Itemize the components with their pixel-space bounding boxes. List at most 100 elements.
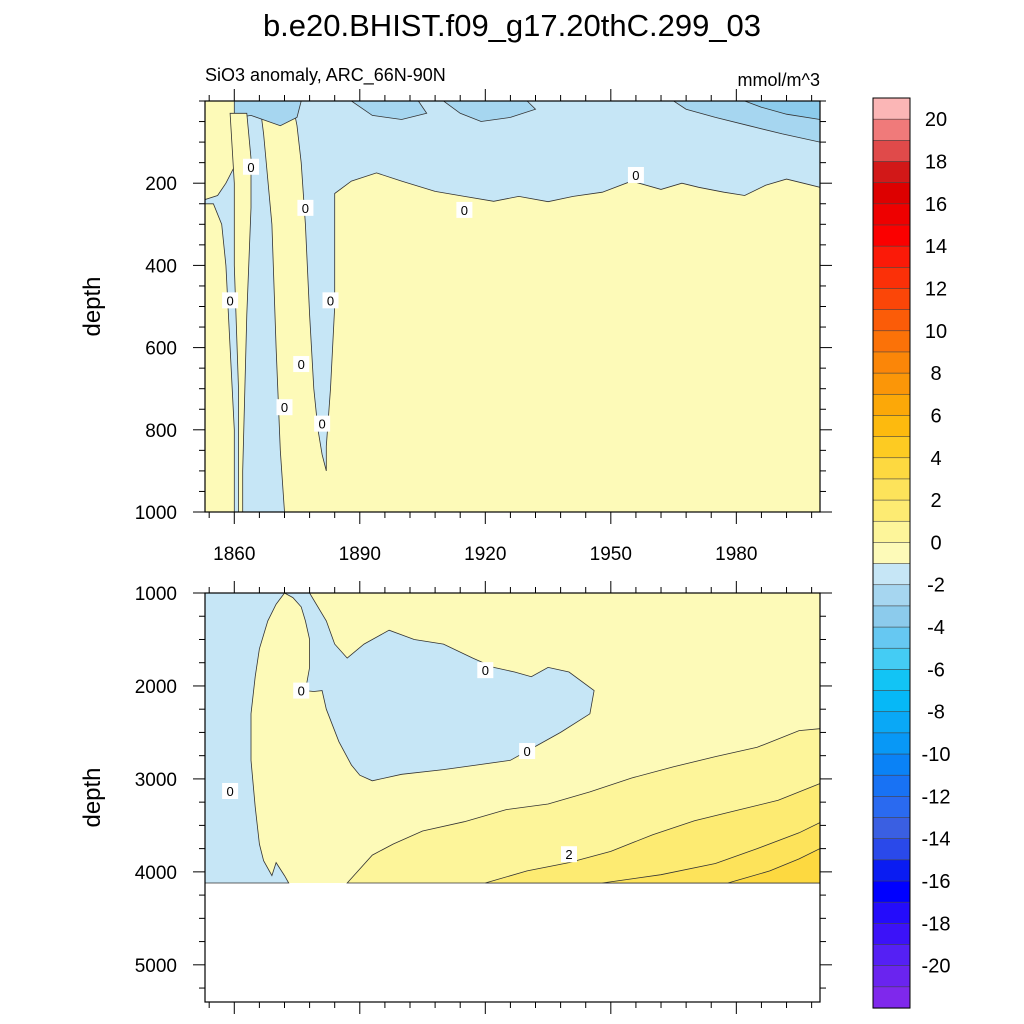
top-contour-label: 0	[456, 201, 473, 218]
colorbar-tick-label: -4	[927, 617, 945, 639]
colorbar-box	[872, 647, 911, 670]
colorbar-box	[872, 118, 911, 141]
top-contour-label: 0	[222, 292, 239, 309]
top-y-tick-label: 200	[145, 174, 177, 195]
contour-label-bg	[477, 662, 494, 679]
x-tick-label: 1980	[715, 544, 757, 565]
colorbar-box	[872, 732, 911, 755]
contour-label-text: 0	[327, 293, 334, 308]
colorbar-box	[872, 161, 911, 184]
bottom-contour-region-4	[602, 822, 820, 884]
bottom-y-tick-label: 1000	[135, 584, 177, 605]
bottom-y-axis-title: depth	[79, 767, 106, 827]
x-tick-label: 1920	[464, 544, 506, 565]
top-y-tick-label: 400	[145, 256, 177, 277]
top-contour-region-6	[205, 101, 235, 201]
contour-label-text: 0	[298, 684, 305, 699]
colorbar-box	[872, 288, 911, 311]
top-y-axis-title: depth	[79, 276, 106, 336]
top-contour-label: 0	[297, 199, 314, 216]
colorbar-tick-label: -18	[922, 913, 951, 935]
bottom-contour-region-5	[727, 848, 820, 884]
bottom-y-tick-label: 3000	[135, 770, 177, 791]
colorbar-box	[872, 986, 911, 1009]
colorbar-box	[872, 224, 911, 247]
subtitle-left: SiO3 anomaly, ARC_66N-90N	[205, 65, 446, 86]
chart-title: b.e20.BHIST.f09_g17.20thC.299_03	[263, 8, 761, 43]
colorbar-tick-label: -8	[927, 702, 945, 724]
colorbar-box	[872, 817, 911, 840]
colorbar-box	[872, 393, 911, 417]
top-contour-label: 0	[276, 399, 293, 416]
x-tick-label: 1860	[213, 544, 255, 565]
colorbar-box	[872, 520, 911, 544]
top-contour-region-5	[744, 101, 820, 120]
colorbar-tick-label: 12	[925, 279, 947, 301]
contour-label-text: 0	[319, 417, 326, 432]
colorbar-tick-label: 0	[930, 532, 941, 554]
colorbar-box	[872, 266, 911, 290]
contour-label-text: 0	[461, 203, 468, 218]
colorbar-box	[872, 499, 911, 522]
colorbar: 20181614121086420-2-4-6-8-10-12-14-16-18…	[872, 97, 951, 1009]
colorbar-box	[872, 372, 911, 395]
contour-label-bg	[222, 292, 239, 309]
colorbar-tick-label: -2	[927, 575, 945, 597]
colorbar-box	[872, 605, 911, 628]
colorbar-tick-label: -6	[927, 659, 945, 681]
colorbar-box	[872, 944, 911, 967]
contour-label-bg	[297, 199, 314, 216]
colorbar-box	[872, 563, 911, 586]
colorbar-box	[872, 690, 911, 713]
colorbar-tick-label: 10	[925, 321, 947, 343]
contour-label-bg	[276, 399, 293, 416]
bottom-contour-region-0	[205, 593, 290, 884]
colorbar-tick-label: 20	[925, 109, 947, 131]
colorbar-box	[872, 309, 911, 332]
top-y-tick-label: 1000	[135, 503, 177, 524]
contour-label-text: 0	[298, 357, 305, 372]
contour-label-bg	[243, 158, 260, 175]
top-contour-region-3	[442, 101, 537, 122]
contour-label-bg	[322, 292, 339, 309]
subtitle-right: mmol/m^3	[738, 70, 820, 90]
bottom-plot-frame	[204, 592, 821, 1003]
bottom-y-tick-label: 2000	[135, 677, 177, 698]
colorbar-box	[872, 140, 911, 163]
contour-label-text: 2	[565, 847, 572, 862]
contour-label-bg	[456, 201, 473, 218]
colorbar-box	[872, 97, 911, 120]
colorbar-box	[872, 711, 911, 734]
colorbar-box	[872, 330, 911, 353]
top-contour-label: 0	[322, 292, 339, 309]
colorbar-box	[872, 753, 911, 776]
colorbar-tick-label: 4	[930, 448, 941, 470]
bottom-y-tick-label: 4000	[135, 863, 177, 884]
colorbar-box	[872, 436, 911, 459]
colorbar-box	[872, 838, 911, 861]
contour-label-text: 0	[247, 160, 254, 175]
colorbar-box	[872, 796, 911, 819]
bottom-panel: 1000 2000 3000 4000 5000 depth 0 0 0 0 2	[79, 581, 832, 1014]
colorbar-tick-label: -14	[922, 829, 951, 851]
colorbar-box	[872, 245, 911, 268]
contour-label-bg	[222, 782, 239, 799]
contour-label-text: 0	[226, 293, 233, 308]
colorbar-box	[872, 859, 911, 882]
bottom-contour-label: 0	[293, 682, 310, 699]
top-panel: 200 400 600 800 1000 1860 1890 1920 1950 1980 dept…	[79, 65, 832, 565]
colorbar-box	[872, 923, 911, 946]
colorbar-box	[872, 457, 911, 480]
colorbar-box	[872, 203, 911, 226]
colorbar-tick-label: -20	[922, 956, 951, 978]
x-tick-label: 1950	[590, 544, 632, 565]
bottom-contour-label: 0	[519, 743, 536, 760]
colorbar-tick-label: -12	[922, 786, 951, 808]
top-contour-label: 0	[314, 415, 331, 432]
colorbar-tick-label: -10	[922, 744, 951, 766]
contour-label-text: 0	[226, 784, 233, 799]
colorbar-box	[872, 182, 911, 205]
top-contour-label: 0	[243, 158, 260, 175]
colorbar-box	[872, 542, 911, 565]
